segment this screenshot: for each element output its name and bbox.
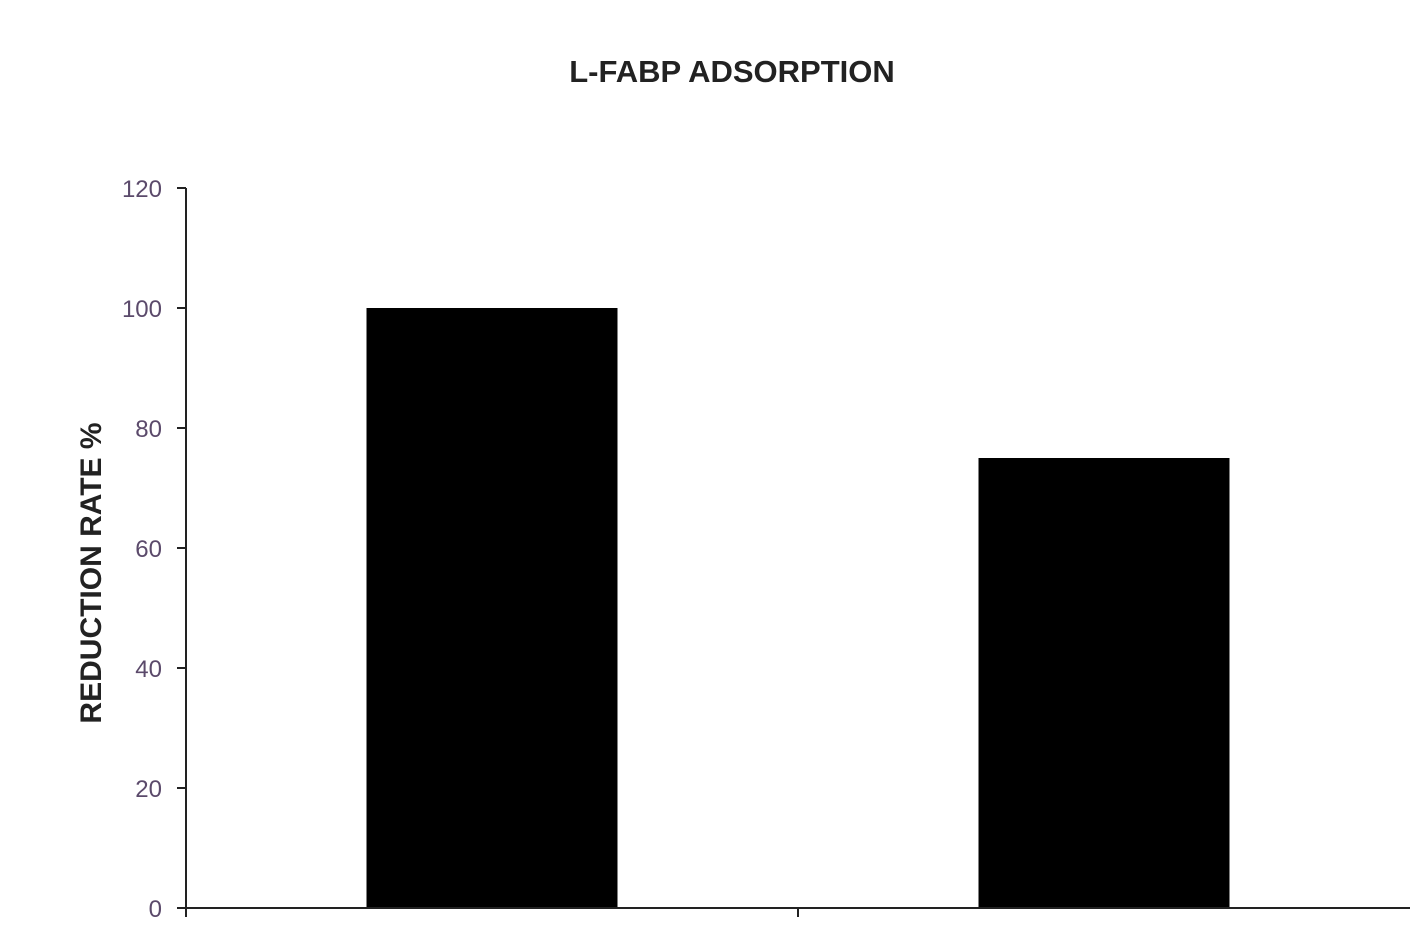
bars — [366, 308, 1230, 908]
y-tick-label: 60 — [135, 536, 162, 563]
y-tick-label: 0 — [149, 896, 162, 923]
y-axis-label: REDUCTION RATE % — [75, 422, 108, 723]
bar — [978, 458, 1230, 908]
chart-title: L-FABP ADSORPTION — [569, 54, 895, 89]
y-tick-label: 40 — [135, 656, 162, 683]
x-axis-ticks — [185, 908, 799, 917]
bar — [366, 308, 618, 908]
y-tick-label: 100 — [122, 296, 162, 323]
y-tick-label: 120 — [122, 176, 162, 203]
y-tick-label: 20 — [135, 776, 162, 803]
y-tick-label: 80 — [135, 416, 162, 443]
y-axis-ticks: 0 20 40 60 80 100 120 — [122, 176, 186, 923]
